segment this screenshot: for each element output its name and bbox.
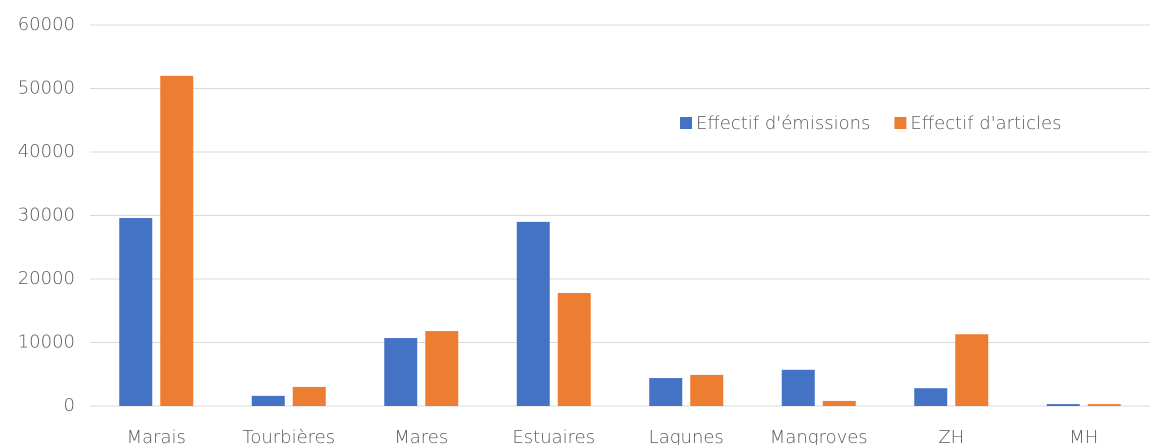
legend-label: Effectif d'émissions <box>696 113 870 134</box>
bar <box>914 388 948 406</box>
bar <box>649 378 683 406</box>
y-tick-label: 0 <box>64 395 75 416</box>
x-tick-label: Mares <box>394 427 448 445</box>
bar <box>955 334 989 406</box>
x-tick-label: Estuaires <box>512 427 595 445</box>
y-tick-label: 10000 <box>18 332 75 353</box>
bar <box>781 369 815 406</box>
y-tick-label: 50000 <box>18 78 75 99</box>
bar <box>160 75 194 407</box>
legend-label: Effectif d'articles <box>910 113 1061 134</box>
bar <box>384 338 418 406</box>
y-tick-label: 20000 <box>18 268 75 289</box>
bar <box>822 400 856 406</box>
bar <box>516 221 550 406</box>
bar <box>557 292 591 406</box>
bar <box>690 374 724 406</box>
bar <box>425 331 459 406</box>
x-tick-label: Lagunes <box>649 427 724 445</box>
x-tick-label: MH <box>1069 427 1098 445</box>
legend-swatch <box>680 117 692 129</box>
bar <box>251 395 285 406</box>
x-tick-label: Marais <box>127 427 186 445</box>
x-tick-label: ZH <box>938 427 964 445</box>
y-tick-label: 30000 <box>18 205 75 226</box>
bar <box>119 218 153 406</box>
legend-swatch <box>894 117 907 129</box>
y-tick-label: 60000 <box>18 14 75 35</box>
bar <box>292 386 326 406</box>
bar <box>1046 404 1080 406</box>
bar <box>1087 404 1121 406</box>
x-tick-label: Tourbières <box>242 427 335 445</box>
x-tick-label: Mangroves <box>770 427 868 445</box>
y-tick-label: 40000 <box>18 141 75 162</box>
